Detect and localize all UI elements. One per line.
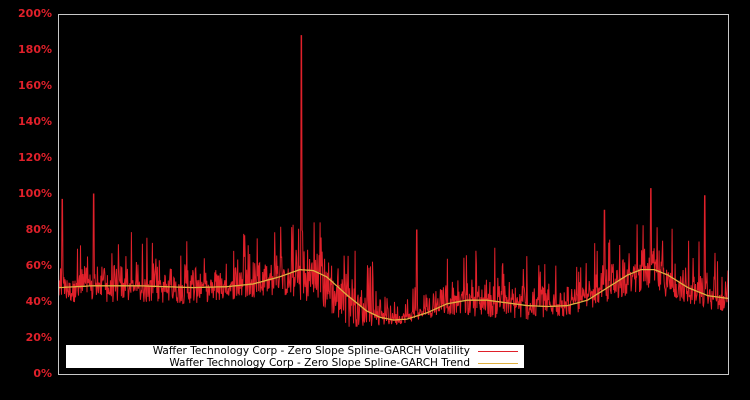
plot-frame	[58, 14, 729, 375]
legend-item-volatility: Waffer Technology Corp - Zero Slope Spli…	[153, 345, 518, 357]
y-tick-label: 200%	[18, 7, 52, 20]
legend-label: Waffer Technology Corp - Zero Slope Spli…	[152, 345, 470, 357]
y-tick-label: 160%	[18, 79, 52, 92]
legend-item-trend: Waffer Technology Corp - Zero Slope Spli…	[169, 357, 518, 369]
legend-swatch-volatility	[478, 350, 518, 352]
y-tick-label: 100%	[18, 187, 52, 200]
legend-swatch-trend	[478, 362, 518, 364]
y-tick-label: 180%	[18, 43, 52, 56]
y-tick-label: 20%	[25, 331, 52, 344]
y-tick-label: 140%	[18, 115, 52, 128]
chart-legend: Waffer Technology Corp - Zero Slope Spli…	[66, 345, 524, 369]
y-tick-label: 40%	[25, 295, 52, 308]
y-tick-label: 0%	[33, 367, 52, 380]
volatility-series	[58, 35, 729, 327]
trend-series	[58, 268, 729, 321]
y-tick-label: 80%	[25, 223, 52, 236]
legend-label: Waffer Technology Corp - Zero Slope Spli…	[169, 357, 470, 369]
volatility-line	[58, 35, 729, 327]
y-tick-label: 60%	[25, 259, 52, 272]
y-tick-label: 120%	[18, 151, 52, 164]
